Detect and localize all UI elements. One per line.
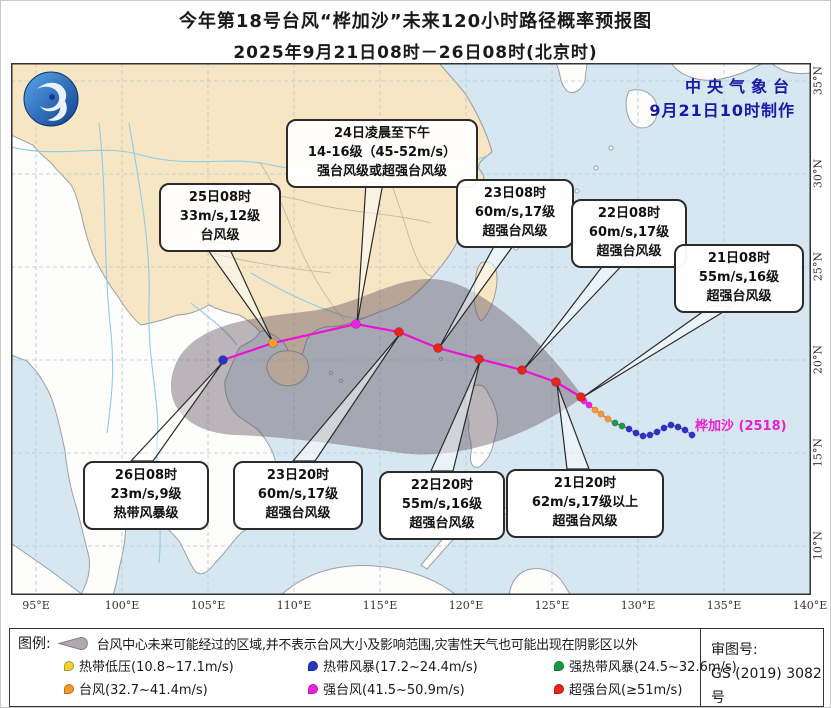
legend-dot-icon [308, 660, 318, 671]
callout-line: 台风级 [200, 227, 240, 243]
legend-item-label: 超强台风(≥51m/s) [569, 683, 683, 698]
legend-dot-icon [554, 660, 564, 671]
page-title: 今年第18号台风“桦加沙”未来120小时路径概率预报图 [178, 11, 653, 32]
legend-items: 热带低压(10.8~17.1m/s) 热带风暴(17.2~24.4m/s) 强热带风… [64, 656, 737, 698]
callout-23d08h: 23日08时 60m/s,17级 超强台风级 [456, 179, 574, 248]
legend-dot-icon [308, 683, 318, 694]
callout-line: 33m/s,12级 [179, 208, 261, 224]
callout-line: 60m/s,17级 [257, 486, 339, 502]
review-title: 审图号: [711, 642, 758, 658]
lon-tick-label: 110°E [276, 599, 312, 612]
lon-tick-label: 95°E [22, 599, 50, 612]
callout-line: 23m/s,9级 [110, 486, 182, 502]
map-frame-border [11, 63, 811, 595]
typhoon-track-layer [218, 319, 696, 440]
callout-line: 超强台风级 [265, 505, 331, 521]
hainan-land [266, 350, 309, 387]
callout-line: 60m/s,17级 [474, 204, 556, 220]
callout-line: 24日凌晨至下午 [333, 126, 431, 141]
lon-tick-label: 100°E [104, 599, 140, 612]
luzon-land [464, 384, 498, 468]
legend-cone-note: 台风中心未来可能经过的区域,并不表示台风大小及影响范围,灾害性天气也可能出现在阴… [96, 637, 638, 653]
callout-line: 超强台风级 [409, 515, 475, 531]
callout-22d20h: 22日20时 55m/s,16级 超强台风级 [379, 471, 505, 540]
legend-title: 图例: [18, 636, 51, 652]
callout-line: 14-16级（45-52m/s） [307, 144, 457, 160]
callout-23d20h: 23日20时 60m/s,17级 超强台风级 [233, 461, 363, 530]
lat-tick-label: 25°N [811, 251, 825, 282]
lon-tick-label: 140°E [792, 599, 828, 612]
legend-dot-icon [554, 683, 564, 694]
callout-line: 25日08时 [188, 190, 252, 205]
producer-issued-time: 9月21日10时制作 [649, 101, 795, 120]
callout-line: 21日08时 [707, 251, 771, 266]
legend-dot-icon [64, 660, 74, 671]
legend-item: 台风(32.7~41.4m/s) [64, 679, 308, 698]
legend-item: 超强台风(≥51m/s) [554, 679, 737, 698]
callout-21d08h: 21日08时 55m/s,16级 超强台风级 [674, 244, 804, 313]
legend-item: 热带风暴(17.2~24.4m/s) [308, 656, 554, 675]
callout-line: 强台风级或超强台风级 [316, 163, 447, 179]
review-number: GS (2019) 3082号 [711, 665, 822, 706]
callout-22d08h: 22日08时 60m/s,17级 超强台风级 [571, 199, 687, 268]
legend-item-label: 强热带风暴(24.5~32.6m/s) [569, 660, 737, 675]
lon-tick-label: 120°E [448, 599, 484, 612]
callout-line: 23日20时 [266, 468, 330, 483]
storm-name-label: 桦加沙 (2518) [695, 419, 787, 434]
callout-line: 22日08时 [597, 206, 661, 221]
lat-tick-label: 35°N [811, 65, 825, 96]
lon-tick-label: 135°E [706, 599, 742, 612]
map-review-number-box: 审图号: GS (2019) 3082号 [700, 628, 824, 707]
lon-tick-label: 115°E [362, 599, 398, 612]
callout-line: 21日20时 [553, 476, 617, 491]
callout-line: 超强台风级 [596, 243, 662, 259]
cone-legend-icon [56, 636, 88, 650]
callout-line: 热带风暴级 [113, 505, 179, 521]
callout-line: 超强台风级 [482, 223, 548, 239]
callout-line: 超强台风级 [706, 288, 772, 304]
borneo-land [280, 564, 457, 595]
legend-item-label: 热带低压(10.8~17.1m/s) [79, 660, 234, 675]
callout-line: 26日08时 [114, 468, 178, 483]
legend-item-label: 强台风(41.5~50.9m/s) [323, 683, 465, 698]
callout-26d08h: 26日08时 23m/s,9级 热带风暴级 [83, 461, 209, 530]
lon-tick-label: 105°E [190, 599, 226, 612]
lat-tick-label: 10°N [811, 530, 825, 561]
legend-item: 强热带风暴(24.5~32.6m/s) [554, 656, 737, 675]
legend-item-label: 台风(32.7~41.4m/s) [79, 683, 208, 698]
map: 中央气象台 9月21日10时制作 24日凌晨至下午 14-16级（45-52m/… [11, 63, 811, 595]
callout-line: 23日08时 [483, 186, 547, 201]
legend-dot-icon [64, 683, 74, 694]
callout-pointers [129, 182, 736, 472]
legend-item: 热带低压(10.8~17.1m/s) [64, 656, 308, 675]
cma-typhoon-logo-icon [21, 69, 81, 129]
legend: 图例: 台风中心未来可能经过的区域,并不表示台风大小及影响范围,灾害性天气也可能… [9, 628, 737, 707]
callout-line: 超强台风级 [552, 513, 618, 529]
callout-21d20h: 21日20时 62m/s,17级以上 超强台风级 [506, 469, 664, 538]
title-block: 今年第18号台风“桦加沙”未来120小时路径概率预报图 2025年9月21日08… [1, 7, 830, 63]
honshu-land [670, 63, 765, 81]
callout-line: 55m/s,16级 [401, 496, 483, 512]
legend-item: 强台风(41.5~50.9m/s) [308, 679, 554, 698]
lat-tick-label: 20°N [811, 344, 825, 375]
lon-tick-label: 125°E [534, 599, 570, 612]
korea-land [555, 63, 588, 94]
callout-line: 55m/s,16级 [698, 269, 780, 285]
lat-tick-label: 30°N [811, 158, 825, 189]
producer-agency: 中央气象台 [684, 77, 795, 96]
legend-item-label: 热带风暴(17.2~24.4m/s) [323, 660, 478, 675]
mindanao-land [508, 568, 572, 595]
callout-line: 60m/s,17级 [588, 224, 670, 240]
callout-line: 22日20时 [410, 478, 474, 493]
sumatra-land [11, 542, 84, 595]
page-subtitle: 2025年9月21日08时－26日08时(北京时) [233, 43, 598, 63]
callout-24d-landfall: 24日凌晨至下午 14-16级（45-52m/s） 强台风级或超强台风级 [286, 119, 478, 188]
lon-tick-label: 130°E [620, 599, 656, 612]
lat-tick-label: 15°N [811, 437, 825, 468]
callout-line: 62m/s,17级以上 [531, 494, 639, 510]
kyushu-land [625, 89, 658, 129]
producer-info: 中央气象台 9月21日10时制作 [649, 73, 795, 121]
callout-25d08h: 25日08时 33m/s,12级 台风级 [159, 183, 281, 252]
